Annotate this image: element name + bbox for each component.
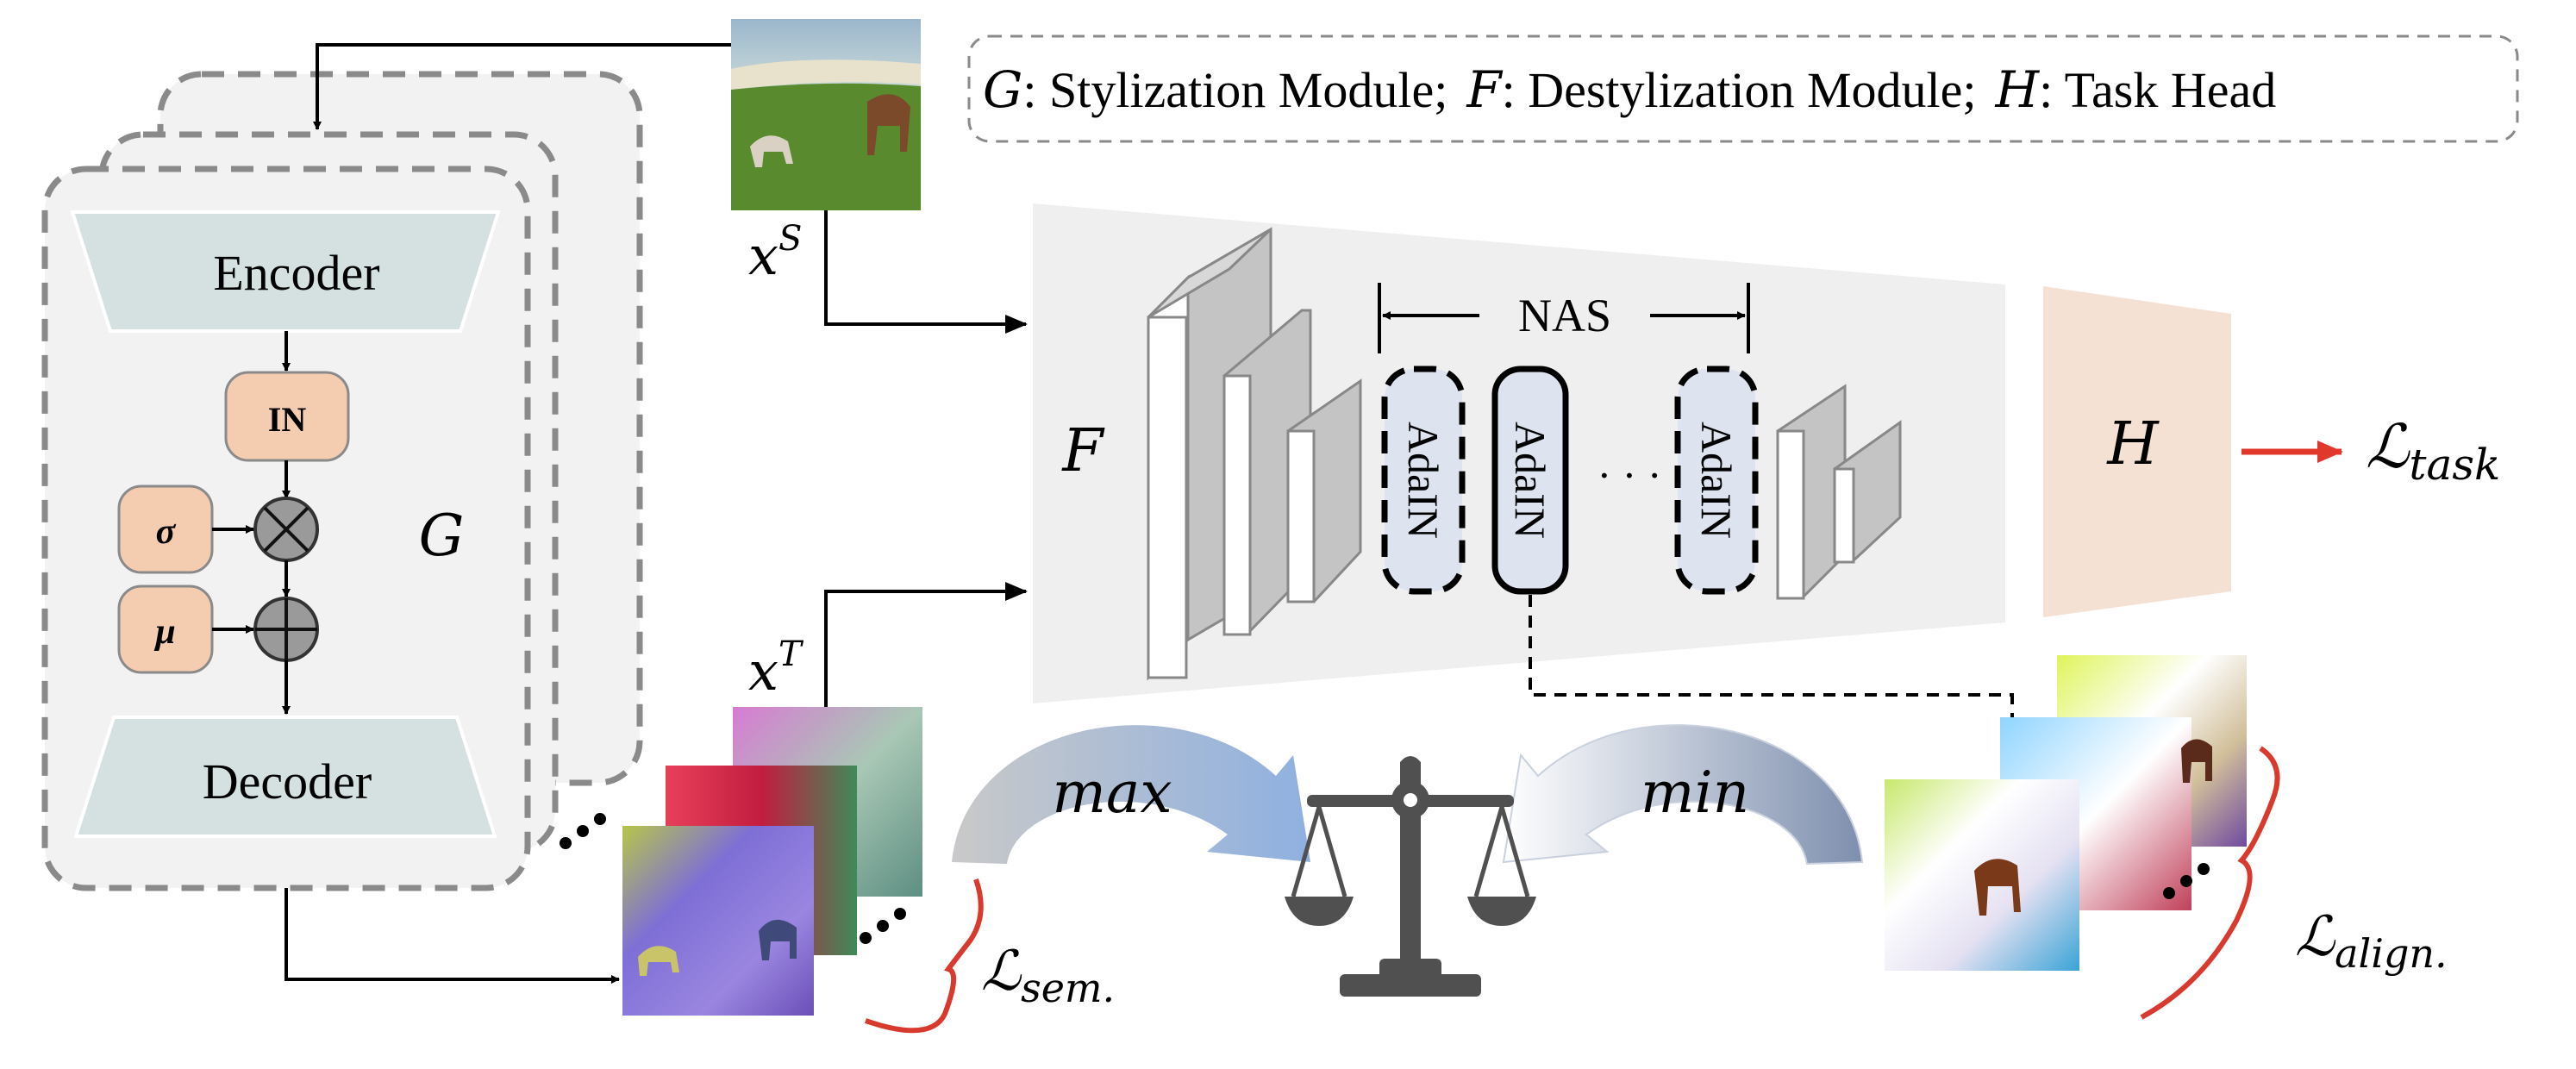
adain-block-1: AdaIN <box>1381 366 1466 595</box>
g-label: G <box>419 503 465 569</box>
sigma-label: σ <box>156 512 177 552</box>
stylized-images <box>622 707 922 1016</box>
legend: G: Stylization Module; F: Destylization M… <box>967 34 2519 143</box>
source-input-label: xS <box>748 219 802 287</box>
decoder-label: Decoder <box>203 753 372 810</box>
in-label: IN <box>268 400 307 439</box>
encoder-block <box>70 210 501 333</box>
layer-block-4 <box>1776 384 1847 600</box>
svg-text:AdaIN: AdaIN <box>1692 422 1741 539</box>
sem-brace <box>865 878 984 1034</box>
adain-block-3: AdaIN <box>1674 366 1759 595</box>
source-to-f-arrow <box>824 210 1028 334</box>
source-image <box>731 19 921 210</box>
stylized-to-f-arrow <box>824 582 1028 707</box>
min-arrow <box>1502 724 1864 866</box>
legend-text: G: Stylization Module; F: Destylization M… <box>983 60 2276 119</box>
add-operator <box>253 597 319 662</box>
task-head: H <box>2043 286 2231 617</box>
layer-block-5 <box>1833 420 1902 564</box>
source-to-g-arrow <box>313 43 731 130</box>
min-label: min <box>1641 760 1749 826</box>
encoder-label: Encoder <box>213 245 379 301</box>
destylization-module: F NAS AdaIN AdaIN · · <box>1033 203 2005 703</box>
aligned-ellipsis <box>2163 863 2210 899</box>
target-input-label: xT <box>748 635 804 703</box>
nas-label: NAS <box>1518 290 1611 341</box>
f-label: F <box>1060 417 1105 485</box>
stack-ellipsis <box>560 813 606 849</box>
mu-label: μ <box>153 612 175 652</box>
g-to-stylized-arrow <box>284 888 620 984</box>
h-label: H <box>2105 410 2160 478</box>
svg-text:AdaIN: AdaIN <box>1399 422 1447 539</box>
adain-block-2: AdaIN <box>1491 366 1569 595</box>
aligned-images <box>1885 655 2247 971</box>
max-label: max <box>1052 760 1172 826</box>
decoder-block <box>73 716 497 838</box>
svg-text:AdaIN: AdaIN <box>1506 422 1554 539</box>
task-loss: ℒtask <box>2366 411 2500 490</box>
layer-block-3 <box>1286 378 1362 603</box>
adain-ellipsis: · · · <box>1597 451 1662 499</box>
stylized-ellipsis <box>860 908 906 944</box>
align-brace <box>2140 746 2280 1020</box>
balance-scale-icon <box>1285 756 1536 997</box>
multiply-operator <box>253 497 319 562</box>
sem-loss: ℒsem. <box>981 940 1115 1011</box>
max-arrow <box>952 725 1310 864</box>
stylization-module: Encoder IN σ μ Decoder G <box>41 71 643 891</box>
align-loss: ℒalign. <box>2295 905 2448 977</box>
